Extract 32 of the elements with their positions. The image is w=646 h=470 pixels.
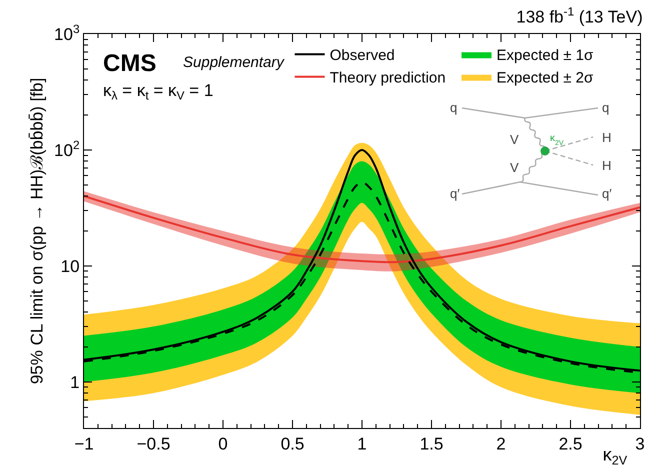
x-axis-title: κ$_{2V}$ bbox=[602, 444, 628, 468]
annotation: CMS bbox=[103, 50, 156, 77]
annotation: V bbox=[510, 132, 519, 147]
annotation: κ$_{λ}$ = κ$_{t}$ = κ$_{V}$ = 1 bbox=[103, 81, 214, 103]
annotation: q bbox=[450, 100, 458, 115]
x-tick-label: 2 bbox=[496, 434, 506, 454]
x-tick-label: 1 bbox=[357, 434, 367, 454]
x-tick-label: 3 bbox=[635, 434, 645, 454]
x-tick-label: −1 bbox=[74, 434, 94, 454]
y-tick-label: 10$^{3}$ bbox=[54, 22, 80, 44]
y-tick-label: 10 bbox=[60, 256, 80, 276]
legend-label: Theory prediction bbox=[330, 70, 446, 87]
x-tick-label: 0.5 bbox=[280, 434, 304, 454]
y-tick-label: 10$^{2}$ bbox=[54, 138, 80, 160]
y-tick-label: 1 bbox=[70, 372, 80, 392]
annotation: Supplementary bbox=[183, 54, 286, 71]
x-tick-label: −0.5 bbox=[136, 434, 170, 454]
annotation: q′ bbox=[602, 186, 612, 201]
annotation: q′ bbox=[450, 186, 460, 201]
legend-label: Expected ± 1σ bbox=[496, 47, 594, 64]
legend-label: Expected ± 2σ bbox=[496, 70, 594, 87]
y-axis-title: 95% CL limit on σ(pp → HH)ℬ(bb̄bb̄) [fb] bbox=[28, 78, 47, 384]
x-tick-label: 1.5 bbox=[420, 434, 444, 454]
annotation: κ$_{2V}$ bbox=[550, 133, 564, 146]
x-tick-label: 0 bbox=[218, 434, 228, 454]
chart-title: 138 fb$^{-1}$ (13 TeV) bbox=[516, 4, 643, 26]
annotation: H bbox=[602, 130, 612, 145]
annotation: V bbox=[510, 160, 519, 175]
annotation: H bbox=[602, 158, 612, 173]
x-tick-label: 2.5 bbox=[558, 434, 582, 454]
legend-label: Observed bbox=[330, 47, 395, 64]
annotation: q bbox=[602, 100, 610, 115]
